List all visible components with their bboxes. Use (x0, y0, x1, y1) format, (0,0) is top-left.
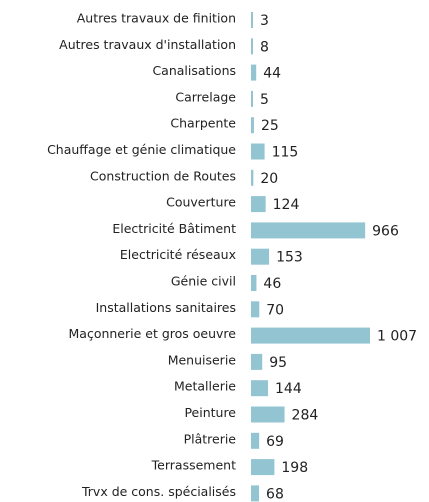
category-label: Trvx de cons. spécialisés (81, 484, 236, 499)
category-label: Carrelage (175, 89, 236, 104)
bar (251, 275, 257, 291)
category-label: Charpente (170, 116, 236, 131)
bar (251, 12, 253, 28)
category-label: Metallerie (174, 379, 236, 394)
value-label: 284 (292, 408, 319, 424)
bar (251, 38, 253, 55)
value-label: 8 (260, 39, 269, 55)
bar (251, 143, 265, 160)
value-label: 198 (281, 460, 308, 476)
value-label: 966 (372, 223, 399, 239)
category-label: Canalisations (152, 63, 236, 78)
category-label: Electricité Bâtiment (112, 221, 236, 236)
bar (251, 64, 257, 81)
value-label: 44 (263, 66, 281, 82)
value-label: 95 (269, 355, 287, 371)
value-label: 68 (266, 486, 284, 502)
bar (251, 432, 260, 449)
category-label: Autres travaux de finition (77, 11, 236, 26)
bar (251, 222, 366, 239)
category-label: Autres travaux d'installation (59, 37, 236, 52)
value-label: 5 (260, 92, 269, 108)
bar (251, 485, 260, 502)
bar (251, 196, 266, 213)
value-label: 25 (261, 118, 279, 134)
bar (251, 301, 260, 318)
bar (251, 90, 253, 107)
value-label: 69 (266, 434, 284, 450)
bar (251, 459, 275, 476)
value-label: 153 (276, 250, 303, 266)
bar (251, 406, 285, 423)
category-label: Peinture (184, 405, 236, 420)
category-label: Génie civil (171, 274, 236, 289)
value-label: 70 (266, 302, 284, 318)
bar (251, 169, 254, 186)
bar (251, 117, 254, 134)
value-label: 144 (275, 381, 302, 397)
category-label: Plâtrerie (184, 431, 237, 446)
category-label: Installations sanitaires (96, 300, 236, 315)
bar (251, 327, 370, 344)
bar (251, 248, 270, 265)
category-label: Maçonnerie et gros oeuvre (69, 326, 237, 341)
category-label: Construction de Routes (90, 168, 236, 183)
category-label: Terrassement (151, 458, 236, 473)
value-label: 46 (263, 276, 281, 292)
value-label: 3 (260, 13, 269, 29)
value-label: 20 (260, 171, 278, 187)
value-label: 115 (272, 145, 299, 161)
value-label: 1 007 (377, 329, 417, 345)
bar (251, 380, 269, 397)
value-label: 124 (273, 197, 300, 213)
category-label: Electricité réseaux (120, 247, 236, 262)
category-label: Couverture (166, 195, 236, 210)
category-label: Menuiserie (168, 352, 237, 367)
category-label: Chauffage et génie climatique (47, 142, 236, 157)
bar (251, 353, 263, 370)
